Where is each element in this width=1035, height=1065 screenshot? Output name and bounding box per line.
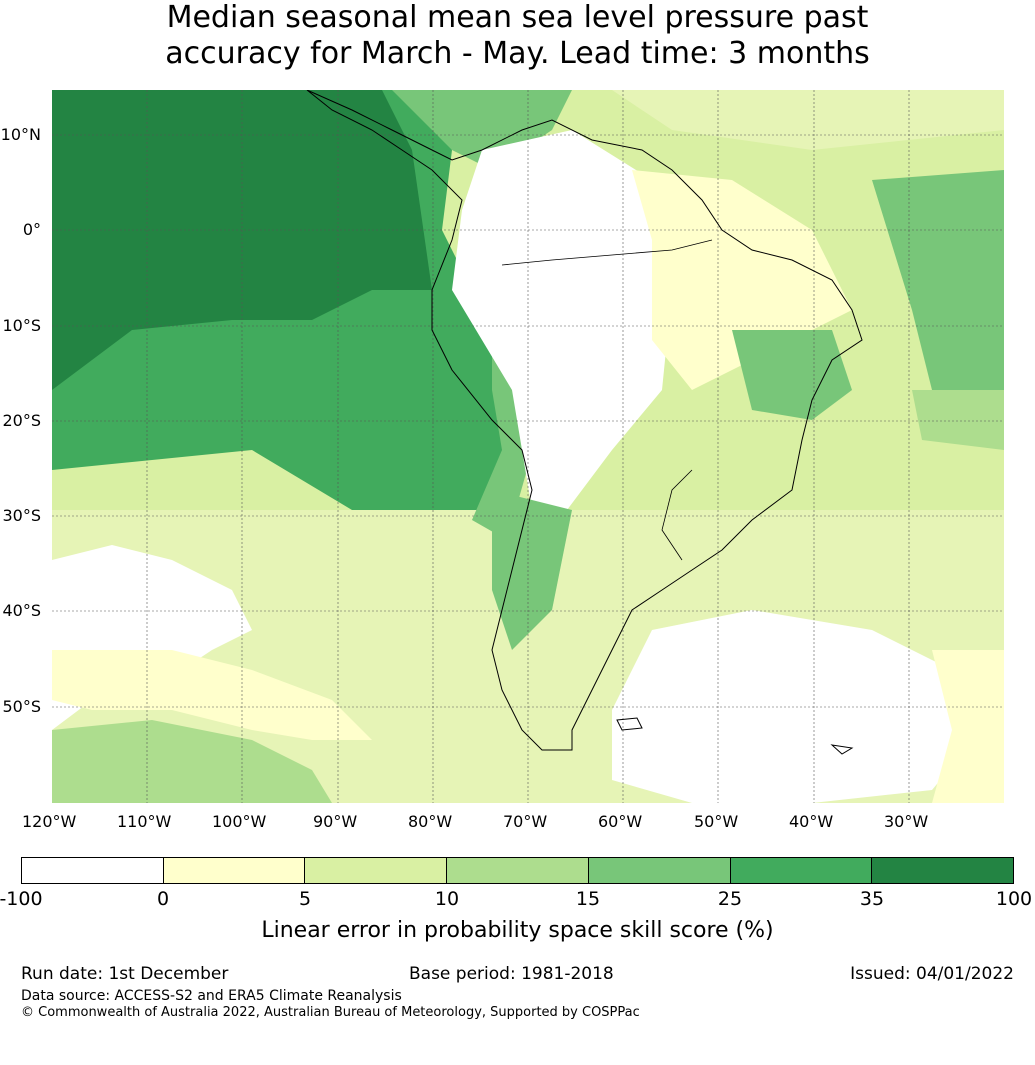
coastline-south-america [306,90,863,751]
skill-region-yellow-sw [52,650,372,740]
skill-region-white-se [612,610,982,803]
lon-tick-110w: 110°W [117,812,172,831]
colorbar-bin-4 [447,858,589,883]
lon-tick-70w: 70°W [503,812,548,831]
skill-region-yellow-se [932,650,1004,803]
skill-region-caribbean [392,90,572,170]
lat-tick-10s: 10°S [2,316,41,335]
skill-region-brazil-green [732,330,852,420]
lat-tick-20s: 20°S [2,411,41,430]
colorbar-title: Linear error in probability space skill … [261,918,774,943]
colorbar-label-5: 15 [575,888,601,910]
colorbar-label-2: 0 [156,888,170,910]
skill-region-atlantic-e [872,170,1004,390]
title-line-1: Median seasonal mean sea level pressure … [166,0,869,35]
colorbar-bin-6 [730,858,873,883]
data-source: Data source: ACCESS-S2 and ERA5 Climate … [21,988,402,1004]
parana-river [661,469,693,561]
lat-tick-10n: 10°N [0,125,41,144]
lon-tick-60w: 60°W [598,812,643,831]
lat-tick-40s: 40°S [2,601,41,620]
lon-tick-30w: 30°W [884,812,929,831]
amazon-river [501,239,713,266]
colorbar-label-7: 35 [859,888,885,910]
colorbar-bin-7 [872,858,1014,883]
lon-tick-90w: 90°W [313,812,358,831]
lon-tick-80w: 80°W [408,812,453,831]
colorbar-label-3: 5 [298,888,312,910]
colorbar-label-8: 100 [995,888,1033,910]
skill-region-patagonia [492,490,572,650]
coastline-falklands [616,717,643,731]
coastline-south-georgia [830,744,854,755]
chart-title: Median seasonal mean sea level pressure … [0,0,1035,72]
colorbar-bin-3 [305,858,448,883]
run-date: Run date: 1st December [21,964,229,984]
skill-region-atlantic-band [912,390,1004,450]
colorbar-label-1: -100 [0,888,43,910]
colorbar-label-4: 10 [434,888,460,910]
lon-tick-40w: 40°W [789,812,834,831]
base-period: Base period: 1981-2018 [409,964,614,984]
skill-map [52,90,1004,803]
colorbar [21,857,1014,884]
colorbar-bin-5 [588,858,731,883]
lon-tick-50w: 50°W [694,812,739,831]
lat-tick-30s: 30°S [2,506,41,525]
skill-region-green-sw [52,720,332,803]
colorbar-bin-2 [163,858,306,883]
issued-date: Issued: 04/01/2022 [850,964,1014,984]
lat-tick-0: 0° [22,220,41,239]
lon-tick-120w: 120°W [22,812,77,831]
copyright: © Commonwealth of Australia 2022, Austra… [21,1005,640,1020]
lon-tick-100w: 100°W [212,812,267,831]
title-line-2: accuracy for March - May. Lead time: 3 m… [165,36,870,71]
colorbar-bin-1 [22,858,164,883]
graticule [52,90,1004,803]
colorbar-label-6: 25 [717,888,743,910]
lat-tick-50s: 50°S [2,697,41,716]
